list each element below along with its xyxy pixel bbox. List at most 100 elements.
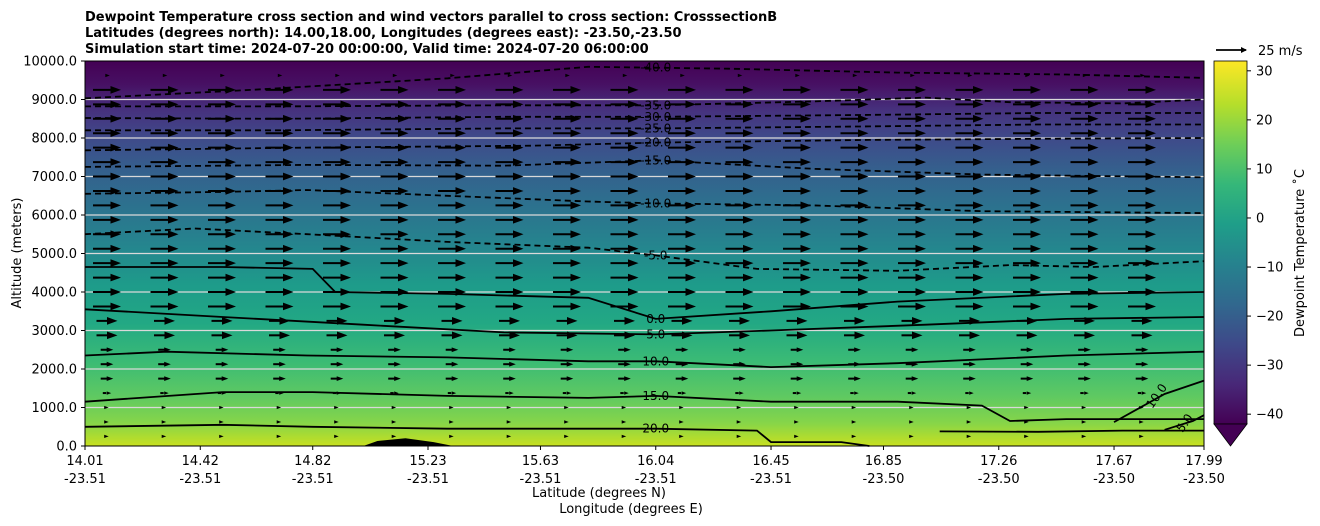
wind-vector bbox=[150, 302, 179, 311]
contour-label: -15.0 bbox=[640, 153, 671, 167]
wind-vector bbox=[505, 391, 514, 395]
contour-line bbox=[1164, 414, 1205, 431]
wind-vector bbox=[1016, 331, 1038, 340]
wind-vector bbox=[735, 391, 744, 395]
wind-vector bbox=[495, 158, 524, 166]
wind-vector bbox=[553, 86, 581, 94]
wind-vector bbox=[898, 201, 926, 210]
wind-vector bbox=[150, 86, 179, 94]
wind-vector bbox=[1131, 317, 1153, 325]
wind-vector bbox=[441, 317, 463, 325]
wind-vector bbox=[621, 434, 627, 439]
wind-vector bbox=[736, 434, 742, 439]
wind-vector bbox=[1070, 230, 1099, 239]
wind-vector bbox=[790, 347, 804, 353]
wind-vector bbox=[208, 302, 236, 311]
wind-vector bbox=[1070, 259, 1099, 267]
wind-vector bbox=[93, 259, 121, 267]
wind-vector bbox=[1013, 100, 1041, 109]
x-tick-label-lat: 14.42 bbox=[182, 454, 219, 469]
wind-vector bbox=[725, 244, 754, 253]
wind-vector bbox=[323, 273, 351, 282]
wind-vector bbox=[495, 172, 524, 181]
wind-vector bbox=[1078, 347, 1091, 353]
wind-vector bbox=[495, 288, 524, 296]
wind-vector bbox=[208, 230, 236, 239]
wind-vector bbox=[610, 100, 639, 109]
wind-vector bbox=[786, 317, 808, 325]
wind-vector bbox=[269, 331, 290, 340]
wind-vector bbox=[618, 376, 631, 382]
y-axis-label: Altitude (meters) bbox=[10, 198, 25, 309]
wind-vector bbox=[1070, 215, 1099, 224]
wind-vector bbox=[1013, 244, 1041, 253]
wind-vector bbox=[955, 86, 984, 94]
wind-vector bbox=[438, 172, 466, 181]
wind-vector bbox=[1081, 434, 1087, 439]
wind-vector bbox=[610, 187, 639, 195]
wind-vector bbox=[215, 347, 229, 353]
wind-vector bbox=[562, 391, 572, 395]
wind-vector bbox=[391, 434, 397, 439]
wind-vector bbox=[909, 420, 914, 424]
wind-vector bbox=[556, 317, 578, 325]
contour-label: 0.0 bbox=[646, 312, 665, 326]
wind-vector bbox=[553, 187, 581, 195]
wind-vector bbox=[438, 86, 466, 94]
x-tick-label-lon: -23.51 bbox=[520, 472, 562, 487]
wind-vector bbox=[438, 187, 466, 195]
wind-vector bbox=[438, 158, 466, 166]
wind-vector bbox=[93, 86, 121, 94]
wind-vector bbox=[965, 391, 974, 395]
wind-vector bbox=[725, 86, 754, 94]
wind-vector bbox=[560, 361, 574, 367]
wind-vector bbox=[725, 187, 754, 195]
wind-vector bbox=[326, 331, 348, 340]
wind-vector bbox=[668, 129, 696, 138]
wind-vector bbox=[208, 215, 236, 224]
wind-vector bbox=[1020, 347, 1034, 353]
wind-vector bbox=[790, 376, 804, 382]
wind-vector bbox=[963, 376, 976, 382]
wind-vector bbox=[219, 434, 224, 439]
wind-vector bbox=[93, 100, 121, 109]
wind-vector bbox=[215, 361, 229, 367]
wind-vector bbox=[794, 420, 799, 424]
x-tick-label-lat: 16.04 bbox=[637, 454, 674, 469]
contour-line bbox=[84, 189, 1205, 214]
wind-vector bbox=[1078, 361, 1091, 367]
colorbar-extend-triangle bbox=[1213, 423, 1248, 447]
wind-vector bbox=[733, 347, 746, 353]
wind-vector bbox=[158, 376, 171, 382]
wind-vector bbox=[276, 405, 282, 410]
contour-label: -10.0 bbox=[640, 196, 671, 210]
terrain bbox=[363, 438, 454, 446]
wind-vector bbox=[553, 230, 581, 239]
wind-vector bbox=[610, 86, 639, 94]
wind-vector bbox=[330, 376, 344, 382]
wind-vector bbox=[966, 434, 972, 439]
wind-vector bbox=[265, 158, 294, 166]
wind-vector bbox=[955, 230, 984, 239]
wind-vector bbox=[955, 244, 984, 253]
wind-vector bbox=[1128, 187, 1156, 195]
wind-vector bbox=[725, 172, 754, 181]
wind-vector bbox=[955, 288, 984, 296]
wind-vector bbox=[334, 405, 339, 410]
wind-vector bbox=[614, 317, 635, 325]
wind-vector bbox=[898, 129, 926, 138]
wind-vector bbox=[1013, 201, 1041, 210]
wind-vector bbox=[729, 331, 750, 340]
wind-vector bbox=[840, 172, 869, 181]
wind-vector bbox=[1070, 86, 1099, 94]
wind-vector bbox=[905, 347, 919, 353]
wind-vector bbox=[93, 172, 121, 181]
wind-vector bbox=[848, 347, 861, 353]
wind-vector bbox=[850, 391, 859, 395]
wind-vector bbox=[840, 158, 869, 166]
colorbar-tick-label: −10 bbox=[1256, 261, 1283, 276]
contour-label: -5.0 bbox=[644, 248, 667, 262]
wind-vector bbox=[1140, 73, 1145, 78]
wind-vector bbox=[445, 347, 459, 353]
